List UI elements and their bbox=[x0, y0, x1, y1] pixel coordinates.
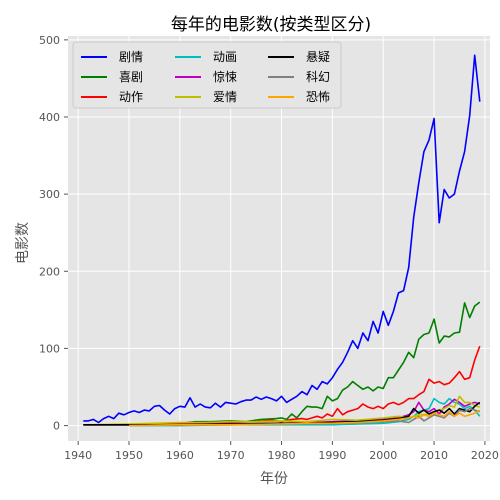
series-line-0 bbox=[83, 54, 481, 424]
legend-label: 动画 bbox=[213, 50, 237, 64]
series-line-8 bbox=[128, 409, 481, 427]
legend-label: 悬疑 bbox=[306, 49, 330, 64]
series-line-5 bbox=[83, 395, 481, 426]
legend-label: 惊悚 bbox=[213, 69, 237, 84]
y-tick-label: 500 bbox=[39, 34, 60, 47]
x-tick-label: 1990 bbox=[318, 449, 346, 462]
legend-box bbox=[72, 41, 342, 109]
legend-label: 科幻 bbox=[306, 70, 330, 84]
x-tick-label: 1970 bbox=[217, 449, 245, 462]
x-tick-label: 1960 bbox=[166, 449, 194, 462]
x-tick-label: 1980 bbox=[268, 449, 296, 462]
chart-title: 每年的电影数(按类型区分) bbox=[171, 15, 371, 35]
y-tick-label: 100 bbox=[39, 342, 60, 355]
y-tick-label: 0 bbox=[53, 420, 60, 433]
y-ticks: 0 100 200 300 400 500 bbox=[39, 34, 68, 433]
x-axis-label: 年份 bbox=[260, 471, 288, 487]
series-layer bbox=[83, 54, 481, 427]
legend-label: 爱情 bbox=[213, 90, 237, 104]
y-tick-label: 400 bbox=[39, 111, 60, 124]
y-tick-label: 300 bbox=[39, 188, 60, 201]
y-axis-label: 电影数 bbox=[15, 222, 31, 264]
y-tick-label: 200 bbox=[39, 265, 60, 278]
legend-label: 喜剧 bbox=[119, 70, 143, 84]
x-tick-label: 1950 bbox=[115, 449, 143, 462]
legend-label: 动作 bbox=[119, 90, 143, 104]
legend-label: 剧情 bbox=[119, 50, 143, 64]
x-tick-label: 2010 bbox=[420, 449, 448, 462]
x-ticks: 1940 1950 1960 1970 1980 1990 2000 2010 2020 bbox=[64, 441, 499, 462]
legend-label: 恐怖 bbox=[306, 89, 330, 104]
x-tick-label: 1940 bbox=[64, 449, 92, 462]
x-tick-label: 2000 bbox=[369, 449, 397, 462]
x-tick-label: 2020 bbox=[471, 449, 499, 462]
